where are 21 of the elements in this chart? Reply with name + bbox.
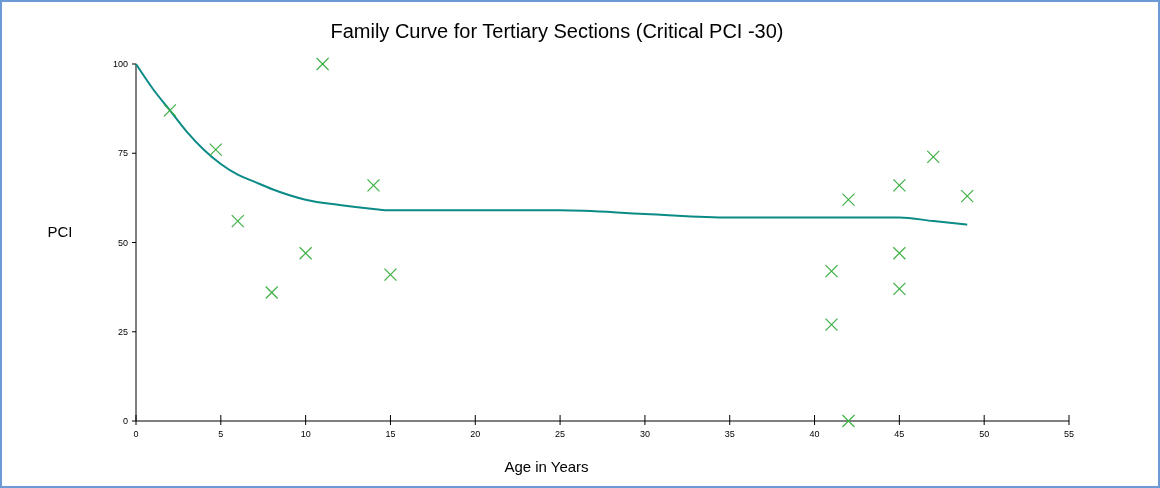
x-tick-label: 5 bbox=[218, 429, 224, 439]
x-tick-label: 55 bbox=[1063, 429, 1075, 439]
x-tick-label: 10 bbox=[300, 429, 311, 439]
x-tick-label: 25 bbox=[555, 429, 566, 439]
x-tick-label: 15 bbox=[385, 429, 396, 439]
line-series bbox=[135, 63, 969, 226]
y-tick-label: 0 bbox=[122, 416, 128, 427]
x-tick-label: 35 bbox=[724, 429, 735, 439]
x-axis-title: Age in Years bbox=[504, 458, 589, 475]
x-tick-label: 50 bbox=[979, 429, 990, 439]
x-tick-label: 30 bbox=[639, 429, 650, 439]
y-tick-label: 50 bbox=[117, 237, 128, 248]
y-tick-label: 100 bbox=[112, 59, 128, 70]
chart-title: Family Curve for Tertiary Sections (Critical PCI -30) bbox=[330, 20, 784, 42]
x-tick-label: 45 bbox=[894, 429, 905, 439]
y-axis-title: PCI bbox=[47, 223, 73, 240]
y-tick-label: 25 bbox=[117, 326, 128, 337]
y-tick-label: 75 bbox=[117, 148, 128, 159]
x-tick-label: 0 bbox=[133, 429, 139, 439]
x-tick-label: 20 bbox=[470, 429, 481, 439]
x-tick-label: 40 bbox=[809, 429, 820, 439]
